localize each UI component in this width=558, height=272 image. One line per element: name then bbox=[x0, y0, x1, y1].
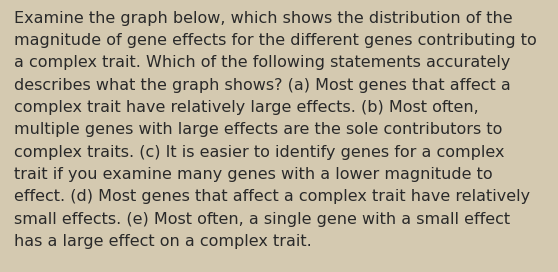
Text: Examine the graph below, which shows the distribution of the: Examine the graph below, which shows the… bbox=[14, 11, 513, 26]
Text: complex traits. (c) It is easier to identify genes for a complex: complex traits. (c) It is easier to iden… bbox=[14, 145, 504, 160]
Text: effect. (d) Most genes that affect a complex trait have relatively: effect. (d) Most genes that affect a com… bbox=[14, 189, 530, 204]
Text: a complex trait. Which of the following statements accurately: a complex trait. Which of the following … bbox=[14, 55, 511, 70]
Text: describes what the graph shows? (a) Most genes that affect a: describes what the graph shows? (a) Most… bbox=[14, 78, 511, 93]
Text: complex trait have relatively large effects. (b) Most often,: complex trait have relatively large effe… bbox=[14, 100, 479, 115]
Text: has a large effect on a complex trait.: has a large effect on a complex trait. bbox=[14, 234, 312, 249]
Text: small effects. (e) Most often, a single gene with a small effect: small effects. (e) Most often, a single … bbox=[14, 212, 510, 227]
Text: multiple genes with large effects are the sole contributors to: multiple genes with large effects are th… bbox=[14, 122, 502, 137]
Text: magnitude of gene effects for the different genes contributing to: magnitude of gene effects for the differ… bbox=[14, 33, 537, 48]
Text: trait if you examine many genes with a lower magnitude to: trait if you examine many genes with a l… bbox=[14, 167, 493, 182]
